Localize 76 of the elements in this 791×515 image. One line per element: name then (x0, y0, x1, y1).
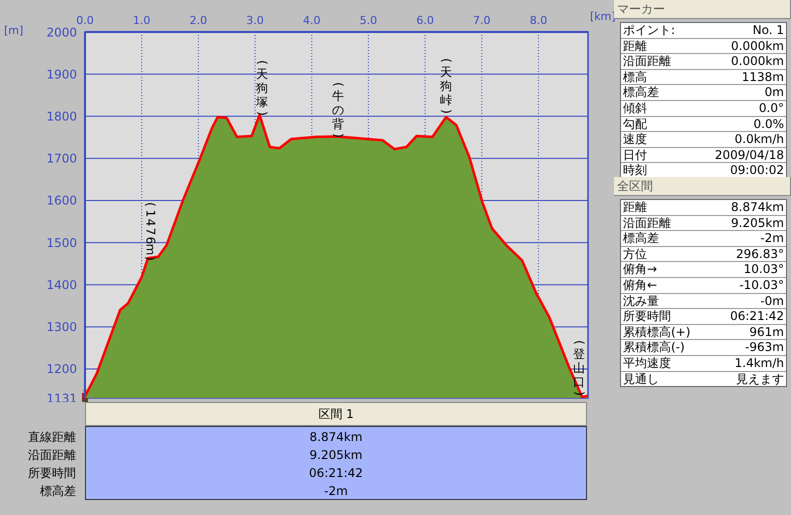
text: 直線距離 (28, 429, 76, 446)
text: 平均速度 (623, 356, 671, 371)
text: 沿面距離 (623, 216, 671, 230)
x-tick-label: 5.0 (360, 14, 378, 27)
text: -963m (745, 340, 784, 355)
text: 9.205km (308, 447, 364, 464)
text: 標高差 (40, 483, 76, 500)
text: 区間 1 (85, 402, 587, 426)
text: 累積標高(+) (623, 324, 690, 340)
text: 296.83° (736, 246, 784, 262)
x-tick-label: 7.0 (473, 14, 491, 27)
text: 10.03° (744, 262, 784, 277)
text: 2009/04/18 (714, 148, 784, 162)
text: 全区間 (614, 177, 791, 196)
y-tick-label: 2000 (46, 25, 77, 40)
y-tick-label: 1800 (46, 109, 77, 124)
text: -10.03° (739, 278, 784, 293)
text: 標高差 (623, 85, 659, 100)
text: 標高差 (623, 231, 659, 246)
annotation: (1476m) (144, 201, 158, 263)
text: 09:00:02 (730, 163, 784, 178)
text: 0.000km (731, 54, 784, 69)
text: 06:21:42 (308, 465, 364, 482)
text: -0m (760, 294, 784, 308)
text: 9.205km (731, 216, 784, 230)
text: 速度 (623, 132, 647, 147)
text: 8.874km (308, 429, 364, 446)
text: 方位 (623, 246, 647, 262)
text: 見えます (736, 372, 784, 386)
text: 距離 (623, 200, 647, 215)
text: 日付 (623, 148, 647, 162)
text: 961m (749, 324, 784, 340)
y-tick-label: 1600 (46, 194, 77, 208)
text: 俯角→ (623, 262, 658, 277)
text: 標高 (623, 70, 647, 84)
text: No. 1 (752, 23, 784, 38)
y-tick-label: 1400 (46, 278, 77, 292)
text: 0.0km/h (734, 132, 784, 147)
x-tick-label: 0.0 (76, 14, 94, 27)
x-tick-label: 3.0 (246, 14, 264, 27)
x-tick-label: 4.0 (302, 14, 320, 27)
text: 0.000km (731, 38, 784, 54)
y-tick-label: 1900 (46, 67, 77, 82)
annotation: (牛の背) (331, 81, 346, 140)
text: マーカー (614, 0, 791, 19)
text: 所要時間 (623, 309, 671, 324)
text: ポイント: (623, 23, 676, 38)
text: 1.4km/h (734, 356, 784, 371)
text: 時刻 (623, 163, 647, 178)
text: 俯角← (623, 278, 658, 293)
text: 0.0% (754, 116, 784, 132)
text: 0m (764, 85, 784, 100)
y-axis-title: [m] (4, 24, 24, 37)
text: 06:21:42 (730, 309, 784, 324)
text: 沿面距離 (623, 54, 671, 69)
y-tick-label: 1300 (46, 320, 77, 334)
x-tick-label: 6.0 (416, 14, 434, 27)
x-tick-label: 2.0 (190, 14, 208, 27)
text: 距離 (623, 38, 647, 54)
text: 累積標高(-) (623, 340, 685, 355)
y-tick-label: 1500 (46, 236, 77, 250)
text: 傾斜 (623, 100, 647, 116)
text: 1138m (742, 70, 784, 84)
text: 0.0° (758, 100, 784, 116)
text: 見通し (623, 372, 659, 386)
text: 8.874km (731, 200, 784, 215)
y-tick-label: 1200 (46, 362, 77, 376)
text: 勾配 (623, 116, 647, 132)
x-tick-label: 1.0 (132, 14, 150, 27)
text: 沿面距離 (28, 447, 76, 464)
x-tick-label: 8.0 (530, 14, 548, 27)
text: -2m (760, 231, 784, 246)
text: 沈み量 (623, 294, 659, 308)
text: -2m (323, 483, 349, 500)
text: 所要時間 (28, 465, 76, 482)
y-tick-label: 1700 (46, 152, 77, 166)
